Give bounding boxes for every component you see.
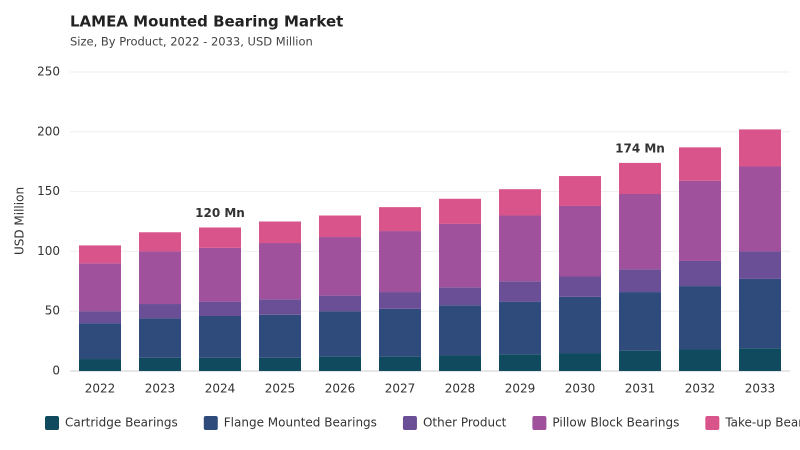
bar-segment <box>739 251 781 279</box>
bar-segment <box>319 311 361 357</box>
bar-segment <box>619 193 661 270</box>
bar-segment <box>79 263 121 312</box>
bar-segment <box>199 301 241 316</box>
bar-segment <box>439 198 481 224</box>
bar-segment <box>499 189 541 216</box>
bar-segment <box>259 357 301 371</box>
bar-segment <box>439 305 481 356</box>
bar-segment <box>679 260 721 287</box>
y-tick-label: 200 <box>37 124 60 138</box>
bar-segment <box>319 295 361 312</box>
legend-swatch <box>705 416 720 430</box>
bar-segment <box>739 166 781 252</box>
bar-segment <box>739 348 781 371</box>
bar-segment <box>259 314 301 358</box>
annotation: 174 Mn <box>615 141 665 155</box>
legend-swatch <box>45 416 59 430</box>
bar-segment <box>319 356 361 371</box>
bar-segment <box>139 251 181 305</box>
bar-segment <box>499 301 541 355</box>
bar-segment <box>199 315 241 358</box>
bar-segment <box>499 215 541 282</box>
bar-segment <box>619 292 661 351</box>
y-tick-label: 150 <box>37 184 60 198</box>
x-tick-label: 2023 <box>145 382 176 396</box>
bar-segment <box>139 357 181 371</box>
bar-segment <box>619 162 661 194</box>
y-tick-label: 250 <box>37 65 60 79</box>
legend-label: Pillow Block Bearings <box>552 416 679 430</box>
bar-segment <box>559 276 601 297</box>
x-tick-label: 2028 <box>445 382 476 396</box>
bar-segment <box>79 311 121 324</box>
x-tick-label: 2024 <box>205 382 236 396</box>
y-tick-label: 50 <box>45 304 60 318</box>
bar-segment <box>499 281 541 302</box>
legend-swatch <box>203 416 218 430</box>
bar-segment <box>79 245 121 264</box>
bar-segment <box>79 323 121 360</box>
bar-segment <box>739 129 781 167</box>
bar-segment <box>259 299 301 315</box>
bar-segment <box>199 247 241 302</box>
bar-segment <box>439 223 481 288</box>
chart-subtitle: Size, By Product, 2022 - 2033, USD Milli… <box>70 35 313 49</box>
bar-segment <box>259 243 301 300</box>
bar-segment <box>199 227 241 248</box>
legend-swatch <box>402 416 417 430</box>
bar-segment <box>439 287 481 306</box>
x-tick-label: 2031 <box>625 382 656 396</box>
x-tick-label: 2030 <box>565 382 596 396</box>
bar-segment <box>379 292 421 309</box>
x-tick-label: 2032 <box>685 382 716 396</box>
bar-segment <box>139 304 181 319</box>
bar-segment <box>259 221 301 244</box>
bar-segment <box>559 176 601 206</box>
chart-title: LAMEA Mounted Bearing Market <box>70 13 343 31</box>
legend-swatch <box>532 416 547 430</box>
bar-segment <box>379 308 421 357</box>
legend-label: Flange Mounted Bearings <box>224 416 377 430</box>
legend-label: Cartridge Bearings <box>65 416 178 430</box>
legend-label: Take-up Bearings <box>724 416 800 430</box>
bar-segment <box>379 231 421 293</box>
bar-segment <box>739 278 781 349</box>
bar-segment <box>679 349 721 371</box>
bar-segment <box>679 147 721 181</box>
bar-segment <box>199 357 241 371</box>
y-axis-title: USD Million <box>13 187 27 255</box>
annotation: 120 Mn <box>195 206 245 220</box>
x-tick-label: 2033 <box>745 382 776 396</box>
bar-segment <box>79 359 121 371</box>
bar-segment <box>559 205 601 277</box>
bar-segment <box>139 232 181 252</box>
x-tick-label: 2025 <box>265 382 296 396</box>
bar-segment <box>499 354 541 371</box>
bar-segment <box>619 350 661 371</box>
bar-segment <box>319 237 361 296</box>
bar-segment <box>559 296 601 354</box>
y-tick-label: 100 <box>37 244 60 258</box>
bar-segment <box>679 286 721 350</box>
bar-segment <box>439 355 481 371</box>
bar-segment <box>559 353 601 371</box>
x-tick-label: 2022 <box>85 382 116 396</box>
x-tick-label: 2027 <box>385 382 416 396</box>
bar-segment <box>679 180 721 261</box>
bar-segment <box>139 318 181 358</box>
legend-label: Other Product <box>423 416 507 430</box>
bar-segment <box>379 356 421 371</box>
x-tick-label: 2026 <box>325 382 356 396</box>
bar-segment <box>619 269 661 293</box>
bar-segment <box>379 207 421 232</box>
x-tick-label: 2029 <box>505 382 536 396</box>
bar-segment <box>319 215 361 238</box>
y-tick-label: 0 <box>52 364 60 378</box>
